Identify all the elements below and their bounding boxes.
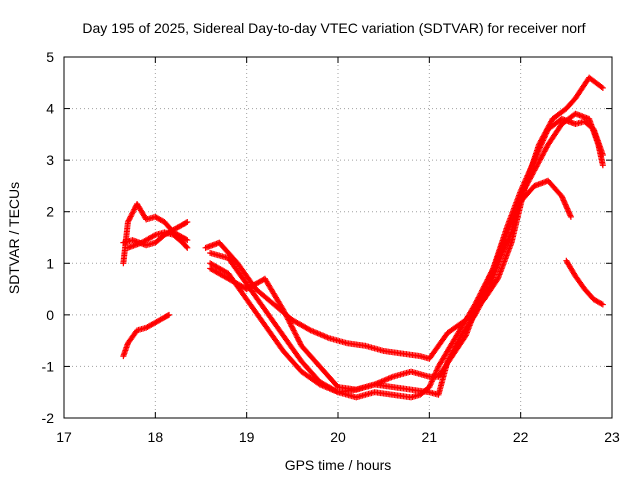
data-point-marker bbox=[599, 301, 606, 308]
series-arc1 bbox=[120, 311, 173, 360]
x-tick-label: 21 bbox=[422, 429, 438, 445]
data-point-marker bbox=[566, 209, 573, 216]
series-arc8 bbox=[207, 177, 574, 393]
data-point-marker bbox=[599, 162, 606, 169]
data-point-marker bbox=[559, 194, 566, 201]
x-tick-label: 17 bbox=[56, 429, 72, 445]
chart-title: Day 195 of 2025, Sidereal Day-to-day VTE… bbox=[82, 20, 585, 36]
data-point-marker bbox=[306, 326, 313, 333]
y-axis-label: SDTVAR / TECUs bbox=[6, 182, 22, 294]
data-point-marker bbox=[434, 366, 441, 373]
data-point-marker bbox=[164, 312, 171, 319]
data-point-marker bbox=[599, 84, 606, 91]
series-arc4 bbox=[124, 229, 191, 251]
y-tick-label: 2 bbox=[46, 204, 54, 220]
y-tick-label: 3 bbox=[46, 152, 54, 168]
data-point-marker bbox=[561, 198, 568, 205]
data-point-marker bbox=[433, 367, 440, 374]
data-point-marker bbox=[150, 232, 157, 239]
y-tick-label: -1 bbox=[42, 358, 55, 374]
data-point-marker bbox=[564, 206, 571, 213]
y-tick-label: 0 bbox=[46, 307, 54, 323]
data-point-marker bbox=[598, 84, 605, 91]
x-tick-label: 22 bbox=[513, 429, 529, 445]
data-point-marker bbox=[561, 200, 568, 207]
data-point-marker bbox=[428, 378, 435, 385]
x-axis-label: GPS time / hours bbox=[285, 457, 392, 473]
data-point-marker bbox=[183, 243, 190, 250]
data-point-marker bbox=[563, 202, 570, 209]
data-point-marker bbox=[184, 219, 191, 226]
data-point-marker bbox=[598, 300, 605, 307]
data-point-marker bbox=[183, 236, 190, 243]
data-point-marker bbox=[559, 195, 566, 202]
data-point-marker bbox=[567, 213, 574, 220]
y-tick-label: -2 bbox=[42, 410, 55, 426]
data-point-marker bbox=[560, 197, 567, 204]
data-point-marker bbox=[565, 208, 572, 215]
series-arc7 bbox=[207, 115, 606, 401]
data-point-marker bbox=[426, 382, 433, 389]
data-point-marker bbox=[562, 201, 569, 208]
data-point-marker bbox=[184, 244, 191, 251]
data-point-marker bbox=[599, 151, 606, 158]
data-point-marker bbox=[426, 384, 433, 391]
data-point-marker bbox=[183, 219, 190, 226]
data-point-marker bbox=[567, 212, 574, 219]
x-tick-label: 18 bbox=[148, 429, 164, 445]
data-point-marker bbox=[566, 211, 573, 218]
data-point-marker bbox=[427, 381, 434, 388]
data-point-marker bbox=[166, 311, 173, 318]
data-point-marker bbox=[564, 205, 571, 212]
y-tick-label: 1 bbox=[46, 255, 54, 271]
x-tick-label: 20 bbox=[330, 429, 346, 445]
data-point-marker bbox=[558, 193, 565, 200]
y-tick-label: 5 bbox=[46, 49, 54, 65]
data-point-marker bbox=[433, 368, 440, 375]
y-tick-label: 4 bbox=[46, 101, 54, 117]
x-tick-label: 19 bbox=[239, 429, 255, 445]
data-point-marker bbox=[184, 237, 191, 244]
data-points bbox=[120, 74, 606, 401]
data-point-marker bbox=[563, 204, 570, 211]
x-tick-label: 23 bbox=[604, 429, 620, 445]
data-point-marker bbox=[428, 379, 435, 386]
series-arc9 bbox=[563, 257, 606, 308]
